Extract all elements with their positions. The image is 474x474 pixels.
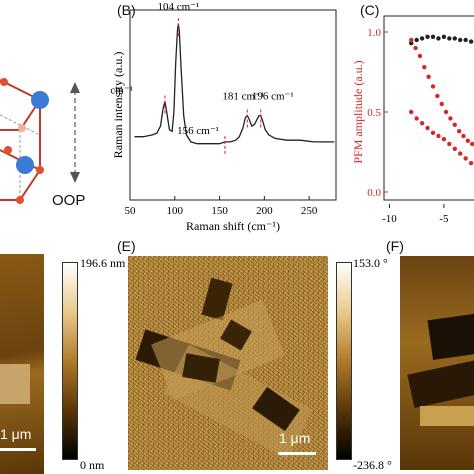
data-point <box>436 36 441 41</box>
data-point <box>436 133 441 139</box>
x-tick-label: 200 <box>256 205 273 217</box>
colorbar-e <box>336 262 352 460</box>
data-point <box>409 37 414 43</box>
flake-region <box>420 406 474 426</box>
peak-annotation: 196 cm⁻¹ <box>252 91 294 103</box>
data-point <box>439 101 444 107</box>
data-point <box>441 137 447 142</box>
x-tick-label: -5 <box>439 213 449 225</box>
x-tick-label: 50 <box>125 205 137 217</box>
flake-region <box>407 358 474 408</box>
data-point <box>425 34 430 39</box>
data-point <box>447 36 452 41</box>
raman-chart: 50 100 150 200 250 89 cm⁻¹ 104 cm⁻¹ 156 cm⁻¹ 181… <box>108 1 337 233</box>
x-tick-label: 150 <box>211 205 228 217</box>
flake-region <box>0 364 30 404</box>
data-point <box>463 156 468 161</box>
data-point <box>430 130 436 135</box>
data-point <box>447 141 452 147</box>
peak-annotation: 104 cm⁻¹ <box>157 1 199 13</box>
x-tick-label: 100 <box>167 205 184 217</box>
panel-label-c: (C) <box>360 2 380 18</box>
peak-annotation: 156 cm⁻¹ <box>177 125 219 137</box>
oop-label: OOP <box>52 192 86 209</box>
data-point <box>419 36 425 41</box>
data-point <box>452 36 457 41</box>
panel-a: OOP <box>0 0 110 236</box>
atom-blue <box>31 91 49 109</box>
peak-annotation: 181 cm⁻¹ <box>222 91 264 103</box>
data-point <box>430 84 436 89</box>
colorbar-d <box>62 262 78 460</box>
x-tick-label: -10 <box>382 213 397 225</box>
pfm-chart: 0.0 0.5 1.0 -10 -5 PFM amplitude (a.u.) <box>352 15 474 225</box>
afm-image-d: 1 μm <box>0 254 44 474</box>
data-point <box>422 65 427 70</box>
colorbar-e-max: 153.0 ° <box>353 256 388 270</box>
data-point <box>414 116 419 121</box>
data-point <box>465 138 471 143</box>
data-point <box>430 34 436 39</box>
crystal-structure-diagram <box>0 78 80 204</box>
data-point <box>409 41 414 46</box>
y-tick-label: 0.0 <box>367 187 381 199</box>
data-point <box>419 121 425 126</box>
y-tick-label: 1.0 <box>367 27 381 39</box>
data-point <box>463 37 468 43</box>
data-point <box>409 109 414 115</box>
data-point <box>426 74 431 80</box>
scalebar-d-label: 1 μm <box>0 426 32 442</box>
panel-label-f: (F) <box>386 238 404 254</box>
panel-label-b: (B) <box>117 2 136 18</box>
plot-frame <box>129 9 337 201</box>
panel-label-e: (E) <box>117 238 136 254</box>
y-axis-label: Raman intensity (a.u.) <box>111 52 125 159</box>
scalebar-e-label: 1 μm <box>279 430 311 446</box>
flake-region <box>427 312 474 360</box>
data-point <box>448 116 453 121</box>
y-axis-label: PFM amplitude (a.u.) <box>352 60 365 163</box>
data-point <box>461 133 466 139</box>
colorbar-d-min: 0 nm <box>80 458 105 472</box>
raman-spectrum-line <box>134 23 335 145</box>
data-point <box>458 37 463 43</box>
data-point <box>468 39 474 44</box>
data-point <box>417 53 423 59</box>
data-point <box>435 93 440 99</box>
data-point <box>413 45 418 51</box>
data-point <box>414 37 419 43</box>
data-point <box>425 125 430 131</box>
x-axis-label: Raman shift (cm⁻¹) <box>186 219 280 233</box>
scalebar-e-bar <box>278 452 316 455</box>
data-point <box>470 141 474 147</box>
peak-annotation: 89 cm⁻¹ <box>108 84 133 96</box>
y-tick-label: 0.5 <box>367 107 381 119</box>
pfm-image-f <box>400 256 474 470</box>
scalebar-d-bar <box>0 448 36 451</box>
colorbar-e-min: -236.8 ° <box>353 458 392 472</box>
data-point <box>441 34 447 39</box>
pfm-phase-image-e: 1 μm <box>128 256 328 470</box>
data-point <box>468 161 474 166</box>
data-point <box>456 129 462 134</box>
plot-frame <box>383 15 474 201</box>
data-point <box>452 122 457 128</box>
data-point <box>443 109 449 115</box>
x-tick-label: 250 <box>301 205 318 217</box>
atom-blue <box>16 156 34 174</box>
data-point <box>458 151 463 156</box>
colorbar-d-max: 196.6 nm <box>80 256 126 270</box>
data-point <box>452 146 457 151</box>
